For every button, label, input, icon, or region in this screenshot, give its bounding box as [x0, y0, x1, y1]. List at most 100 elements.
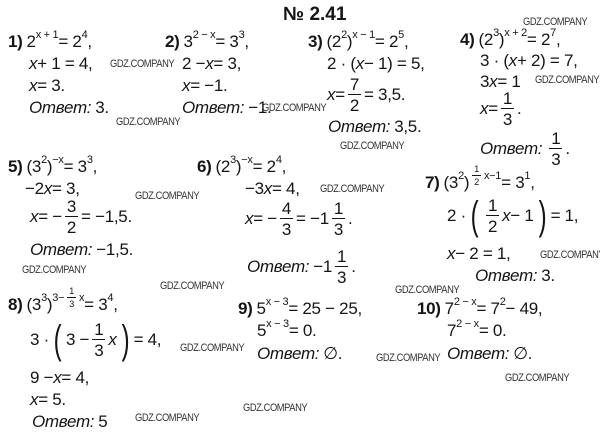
variable: x [263, 179, 273, 198]
variable: x [489, 72, 498, 91]
math-text: 3 [480, 72, 490, 91]
watermark: GDZ.COMPANY [160, 280, 225, 292]
math-text: 3 − [65, 330, 90, 349]
watermark: GDZ.COMPANY [540, 249, 600, 261]
math-text: x + 2 [504, 27, 527, 39]
exponent: x − 3 [266, 296, 289, 308]
exponent: 2 [41, 154, 47, 166]
math-text: −1 [313, 257, 333, 276]
solution-line: x = 5. [30, 390, 66, 410]
exponent: 3 [493, 27, 499, 39]
variable: x [502, 206, 511, 225]
math-text: . [348, 209, 353, 228]
exponent: 4 [107, 292, 113, 304]
denominator: 3 [333, 220, 344, 239]
math-text: −1. [248, 98, 272, 117]
solution-line: Ответ: 3. [475, 266, 555, 286]
answer-label: Ответ: [29, 98, 92, 117]
exponent: 2 [458, 170, 464, 182]
watermark: GDZ.COMPANY [22, 264, 87, 276]
exponent: 2 − x [456, 318, 479, 330]
watermark: GDZ.COMPANY [135, 190, 200, 202]
math-text: , [244, 32, 249, 51]
math-text: 2 [341, 29, 347, 41]
numerator: 7 [347, 75, 361, 95]
solution-line: Ответ: 3. [29, 98, 109, 118]
solution-line: 9) 5 x − 3 = 25 − 25, [238, 296, 362, 319]
numerator: 3 [64, 197, 79, 217]
math-text: = 7 [476, 299, 500, 318]
math-text: = 1 [497, 72, 521, 91]
denominator: 2 [487, 217, 498, 236]
exponent: 2 − x [193, 29, 216, 41]
math-text: . [351, 257, 356, 276]
math-text: 4 [275, 154, 282, 166]
exponent: 1 2 x−1 [469, 165, 501, 187]
denominator: 2 [474, 177, 479, 187]
math-text: = − [253, 209, 277, 228]
answer-label: Ответ: [247, 257, 310, 276]
solution-line: Ответ: ∅. [257, 344, 342, 364]
problem-number: 7) [425, 173, 440, 192]
numerator: 4 [279, 199, 294, 219]
variable: x [355, 54, 365, 73]
denominator: 3 [281, 220, 292, 239]
watermark: GDZ.COMPANY [320, 183, 385, 195]
math-text: x [78, 292, 85, 304]
answer-label: Ответ: [328, 117, 391, 136]
solution-line: 2 · (x − 1) = 5, [327, 54, 425, 74]
variable: x [30, 207, 39, 226]
math-text: ) [235, 157, 242, 176]
answer-label: Ответ: [447, 344, 510, 363]
denominator: 2 [349, 96, 359, 115]
math-text: = 4, [272, 179, 300, 198]
math-text: − 49, [505, 299, 543, 318]
watermark: GDZ.COMPANY [135, 412, 200, 424]
math-text: 3,5. [394, 117, 422, 136]
math-text: = 2 [58, 32, 82, 51]
math-text: x + 1 [35, 29, 59, 41]
math-text: 2 · [447, 206, 466, 225]
math-text: = 3, [213, 54, 242, 73]
math-text: 5 [98, 412, 108, 431]
answer-label: Ответ: [257, 344, 320, 363]
solution-line: Ответ: ∅. [447, 344, 532, 364]
math-text: −1,5. [96, 240, 134, 259]
variable: x [108, 330, 117, 349]
math-text: − 1) = 5, [363, 54, 425, 73]
exponent: 3 [87, 154, 93, 166]
watermark: GDZ.COMPANY [110, 58, 175, 70]
exponent: 3 [230, 154, 236, 166]
math-text: 9 − [30, 368, 54, 387]
watermark: GDZ.COMPANY [340, 140, 405, 152]
math-text: 2 − x [456, 318, 479, 330]
math-text: , [87, 32, 92, 51]
watermark: GDZ.COMPANY [180, 342, 245, 354]
variable: x [53, 368, 62, 387]
exponent: x + 2 [504, 27, 527, 39]
math-text: = 3 [501, 173, 525, 192]
problem-number: 10) [417, 299, 441, 318]
math-text: . [517, 99, 522, 118]
math-text: 3 [230, 154, 236, 166]
exponent: x − 3 [266, 318, 289, 330]
answer-label: Ответ: [182, 98, 245, 117]
watermark: GDZ.COMPANY [523, 16, 588, 28]
problem-number: 1) [8, 32, 23, 51]
variable: x [508, 51, 518, 70]
numerator: 1 [92, 320, 106, 340]
solution-line: 3 · (x + 2) = 7, [480, 51, 578, 71]
denominator: 3 [551, 150, 561, 169]
math-text: = [335, 85, 345, 104]
exponent: −x [241, 154, 253, 166]
math-text: (3 [26, 157, 42, 176]
math-text: 2 [499, 296, 506, 308]
math-text: − 1 [510, 206, 534, 225]
